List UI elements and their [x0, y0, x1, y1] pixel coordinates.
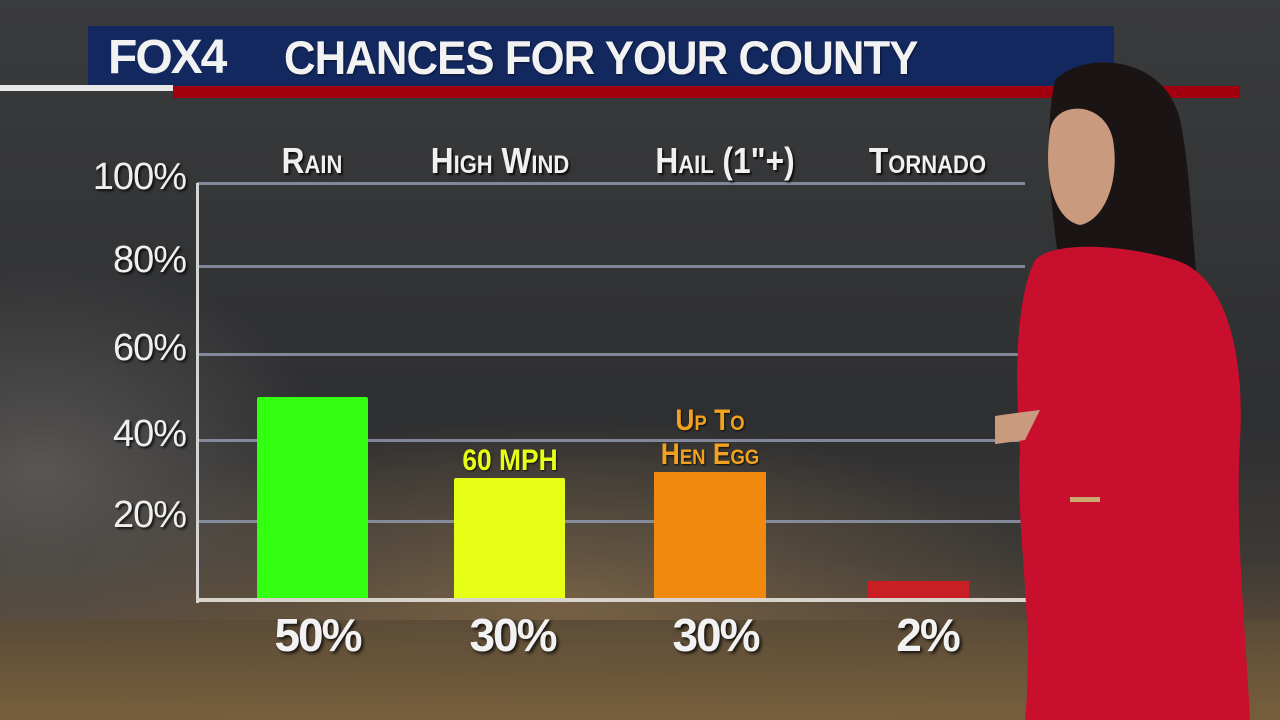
bar-hail: [654, 472, 766, 600]
value-hail: 30%: [672, 609, 760, 661]
value-rain: 50%: [274, 609, 362, 661]
gridline-100: [197, 182, 1025, 185]
meteorologist-presenter: [995, 62, 1250, 720]
annotation-60-mph: 60 MPH: [462, 444, 558, 477]
annotation-hen-egg: Hen Egg: [660, 438, 760, 471]
category-rain: Rain: [281, 140, 343, 181]
y-tick-20: 20%: [112, 494, 187, 536]
value-high-wind: 30%: [469, 609, 557, 661]
y-axis-line: [196, 183, 199, 603]
bar-tornado: [868, 581, 969, 600]
y-tick-80: 80%: [112, 239, 187, 281]
page-title: CHANCES FOR YOUR COUNTY: [284, 31, 918, 84]
station-logo: FOX4: [108, 31, 227, 84]
gridline-20: [197, 520, 1025, 523]
header-accent-white: [0, 85, 173, 91]
category-tornado: Tornado: [868, 140, 987, 181]
gridline-60: [197, 353, 1025, 356]
value-tornado: 2%: [896, 609, 960, 661]
category-high-wind: High Wind: [430, 140, 570, 181]
x-axis-baseline: [196, 598, 1026, 602]
bar-rain: [257, 397, 368, 600]
category-hail: Hail (1"+): [655, 140, 795, 181]
gridline-40: [197, 439, 1025, 442]
gridline-80: [197, 265, 1025, 268]
title-banner: [88, 26, 1114, 86]
annotation-up-to: Up To: [675, 404, 745, 437]
y-tick-100: 100%: [92, 156, 187, 198]
header-accent-red: [173, 86, 1240, 98]
bar-high-wind: [454, 478, 565, 600]
y-tick-60: 60%: [112, 327, 187, 369]
y-tick-40: 40%: [112, 413, 187, 455]
